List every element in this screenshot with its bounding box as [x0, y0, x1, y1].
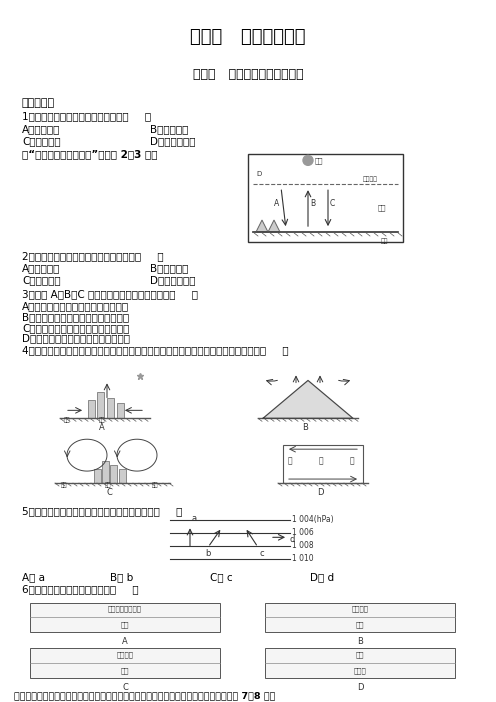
- Text: 1 006: 1 006: [292, 529, 314, 537]
- Text: A．大气逆辐射、地面辐射、太阳辐射: A．大气逆辐射、地面辐射、太阳辐射: [22, 300, 129, 311]
- Text: 冷: 冷: [350, 456, 355, 465]
- Text: 地面: 地面: [381, 238, 388, 244]
- Text: B． b: B． b: [110, 571, 133, 582]
- Text: 1 010: 1 010: [292, 555, 313, 563]
- Text: D: D: [357, 683, 363, 692]
- Text: A．地面辐射: A．地面辐射: [22, 263, 61, 273]
- Text: 郊区: 郊区: [64, 418, 70, 423]
- Text: A． a: A． a: [22, 571, 45, 582]
- Text: A: A: [122, 637, 128, 647]
- Text: C． c: C． c: [210, 571, 233, 582]
- Bar: [30, 602, 220, 633]
- Text: 郊区: 郊区: [152, 482, 159, 488]
- Text: 第一节   冷热不均引起大气运动: 第一节 冷热不均引起大气运动: [192, 67, 304, 81]
- Bar: [94, 469, 101, 483]
- Text: 晴天: 晴天: [121, 622, 129, 628]
- Text: C: C: [330, 199, 335, 208]
- Text: A: A: [99, 423, 105, 432]
- Text: B．太阳辐射: B．太阳辐射: [150, 263, 188, 273]
- Bar: [119, 469, 126, 483]
- Text: D．大气逆辐射: D．大气逆辐射: [150, 136, 195, 147]
- Text: D: D: [317, 488, 323, 497]
- Text: D．大气逆辐射: D．大气逆辐射: [150, 275, 195, 285]
- Text: C: C: [106, 488, 112, 497]
- Text: d: d: [290, 535, 296, 544]
- Text: D．太阳辐射、大气逆辐射、地面辐射: D．太阳辐射、大气逆辐射、地面辐射: [22, 333, 130, 344]
- Text: C．大气辐射: C．大气辐射: [22, 275, 61, 285]
- Text: 热: 热: [319, 456, 323, 465]
- Bar: [265, 602, 455, 633]
- Text: 山山: 山山: [121, 668, 129, 674]
- Text: 5．下列四个筭头能表示北半球近地面风向的是（     ）: 5．下列四个筭头能表示北半球近地面风向的是（ ）: [22, 506, 183, 516]
- Bar: [30, 649, 220, 678]
- Text: 山山山: 山山山: [354, 668, 367, 674]
- Polygon shape: [256, 220, 268, 232]
- Polygon shape: [268, 220, 280, 232]
- Text: 晴天: 晴天: [356, 651, 364, 658]
- Text: 3．图中 A、B、C 三个筭头所表示的辐射依次是（     ）: 3．图中 A、B、C 三个筭头所表示的辐射依次是（ ）: [22, 289, 198, 299]
- Text: B: B: [302, 423, 308, 432]
- Bar: [88, 400, 95, 418]
- Text: 山山: 山山: [356, 622, 364, 628]
- Text: D． d: D． d: [310, 571, 334, 582]
- Text: C．地面辐射、大气逆辐射、太阳辐射: C．地面辐射、大气逆辐射、太阳辐射: [22, 323, 129, 333]
- Text: A．大气辐射: A．大气辐射: [22, 124, 61, 135]
- Text: 青藏高原与周围同高度自由大气之间存在着与陆地和海岸相似的热力性质差异。据此完成 7～8 题。: 青藏高原与周围同高度自由大气之间存在着与陆地和海岸相似的热力性质差异。据此完成 …: [14, 691, 275, 700]
- Text: 1．下列辐射中，属于短波辐射的是（     ）: 1．下列辐射中，属于短波辐射的是（ ）: [22, 112, 151, 121]
- Text: 市区: 市区: [105, 482, 112, 488]
- Circle shape: [303, 155, 313, 166]
- Text: 1 008: 1 008: [292, 541, 313, 550]
- Text: 6．下图中，昼夜温差最小的是（     ）: 6．下图中，昼夜温差最小的是（ ）: [22, 585, 138, 595]
- Text: 第二章   地球上的大气: 第二章 地球上的大气: [190, 28, 306, 46]
- Text: a: a: [192, 515, 197, 524]
- Text: b: b: [205, 549, 210, 558]
- Text: D: D: [256, 171, 261, 178]
- Text: 山山山山: 山山山山: [352, 606, 369, 612]
- Text: 一、选择题: 一、选择题: [22, 98, 55, 107]
- Text: 折射目波（山山）: 折射目波（山山）: [108, 606, 142, 612]
- Bar: [97, 392, 104, 418]
- Text: 2．近地面大气的主要的、直接的热源是（     ）: 2．近地面大气的主要的、直接的热源是（ ）: [22, 251, 164, 261]
- Text: B: B: [310, 199, 315, 208]
- Text: C: C: [122, 683, 128, 692]
- Bar: [102, 461, 109, 483]
- Polygon shape: [263, 380, 353, 418]
- Bar: [248, 154, 403, 242]
- Bar: [110, 465, 117, 483]
- Text: c: c: [259, 549, 264, 558]
- Text: 4．地面上不同地区的热量差异会引起空气流动。下列示意图中符合热力环流原理的是（     ）: 4．地面上不同地区的热量差异会引起空气流动。下列示意图中符合热力环流原理的是（ …: [22, 345, 289, 356]
- Text: 冷: 冷: [288, 456, 293, 465]
- Bar: [117, 404, 124, 418]
- Text: B．太阳辐射、地面辐射、大气逆辐射: B．太阳辐射、地面辐射、大气逆辐射: [22, 312, 129, 322]
- Text: 市区: 市区: [99, 418, 106, 423]
- Text: B: B: [357, 637, 363, 647]
- Text: 读“大气受热过程示意图”，完成 2～3 题。: 读“大气受热过程示意图”，完成 2～3 题。: [22, 150, 158, 159]
- Text: C．太阳辐射: C．太阳辐射: [22, 136, 61, 147]
- Bar: [283, 445, 363, 483]
- Text: 大气: 大气: [378, 205, 386, 211]
- Text: 大气上界: 大气上界: [363, 177, 378, 183]
- Text: 郊区: 郊区: [61, 482, 67, 488]
- Bar: [265, 649, 455, 678]
- Text: B．地面辐射: B．地面辐射: [150, 124, 188, 135]
- Text: 太阳: 太阳: [315, 157, 323, 164]
- Text: 折射目波: 折射目波: [117, 651, 133, 658]
- Bar: [107, 398, 114, 418]
- Text: 1 004(hPa): 1 004(hPa): [292, 515, 334, 524]
- Text: A: A: [274, 199, 279, 208]
